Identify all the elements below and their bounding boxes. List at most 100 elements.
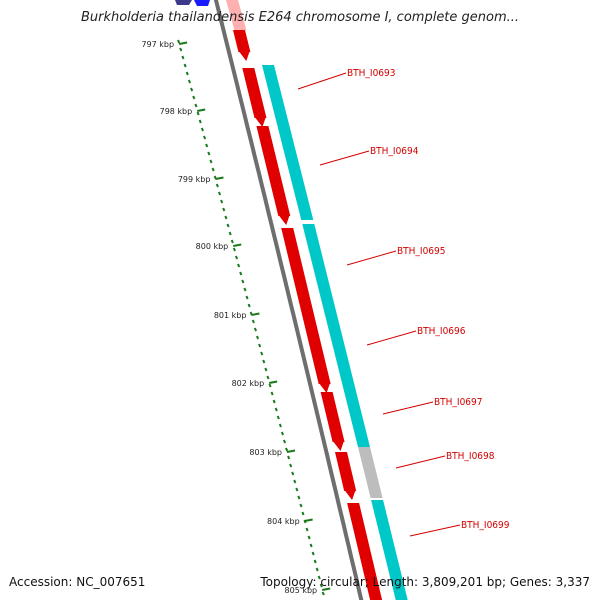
ruler-dot [232, 247, 236, 252]
ruler-label: 799 kbp [178, 175, 211, 184]
ruler-dot [295, 487, 299, 492]
ruler-dot [224, 215, 228, 220]
ruler-dot [268, 383, 272, 388]
ruler-label: 801 kbp [214, 311, 247, 320]
gene-arrow [233, 30, 251, 61]
ruler-dot [309, 543, 313, 548]
ruler-dot [315, 567, 319, 572]
ruler-label: 800 kbp [196, 242, 229, 251]
ruler-dot [247, 303, 251, 308]
ruler-dot [241, 279, 245, 284]
ruler-dot [196, 111, 200, 116]
ruler-dot [307, 535, 311, 540]
gene-label[interactable]: BTH_I0698 [446, 451, 495, 462]
ruler-dot [289, 463, 293, 468]
ruler-dot [190, 87, 194, 92]
genes-layer [226, 0, 408, 600]
ruler-dot [299, 503, 303, 508]
gene-label[interactable]: BTH_I0693 [347, 68, 395, 79]
gene-label[interactable]: BTH_I0694 [370, 146, 419, 157]
ruler-dot [262, 359, 266, 364]
gene-label[interactable]: BTH_I0696 [417, 326, 466, 337]
ruler-dot [264, 367, 268, 372]
ruler-major-tick [286, 449, 296, 453]
gene-arrow [242, 68, 267, 127]
ruler-dot [234, 255, 239, 260]
ruler-dot [194, 103, 198, 108]
gene-arrow [256, 126, 291, 225]
gene-label-leader [366, 330, 417, 346]
ruler-ticks-layer: 797 kbp 798 kbp 799 kbp 800 kbp 801 kbp 802 k… [141, 39, 331, 596]
ruler-label: 802 kbp [232, 379, 265, 388]
partial-feature-pink [226, 0, 247, 30]
ruler-dot [211, 167, 215, 172]
gene-arrow [320, 392, 345, 451]
ruler-dot [220, 199, 224, 204]
ruler-dot [198, 119, 202, 124]
ruler-dot [297, 495, 301, 500]
ruler-major-tick [197, 108, 206, 112]
ruler-major-tick [178, 41, 188, 45]
ruler-dot [207, 151, 211, 156]
ruler-dot [321, 591, 325, 596]
gene-label-leader [319, 150, 370, 166]
ruler-dot [192, 95, 196, 100]
ruler-label: 805 kbp [285, 586, 318, 595]
ruler-dot [266, 375, 270, 380]
ruler-major-tick [304, 518, 313, 522]
ruler-major-tick [233, 243, 242, 247]
ruler-dot [258, 343, 262, 348]
ruler-dot [217, 191, 222, 196]
ruler-dot [251, 319, 255, 324]
cds-bar [262, 65, 314, 220]
ruler-dot [260, 351, 264, 356]
ruler-dot [243, 287, 247, 292]
gene-label[interactable]: BTH_I0699 [461, 520, 510, 531]
ruler-dot [280, 431, 284, 436]
ruler-dot [230, 239, 234, 244]
cds-bar-partial [358, 447, 383, 498]
backbone-line [213, 0, 364, 600]
ruler-major-tick [268, 380, 278, 384]
gene-label-leader [382, 401, 434, 415]
ruler-dot [177, 39, 181, 44]
cds-bar [371, 500, 408, 600]
ruler-major-tick [251, 312, 260, 316]
ruler-dot [313, 559, 317, 564]
page-title: Burkholderia thailandensis E264 chromoso… [80, 10, 520, 25]
ruler-major-tick [215, 176, 224, 180]
ruler-dot [319, 583, 323, 588]
ruler-label: 798 kbp [160, 107, 193, 116]
ruler-label: 803 kbp [249, 448, 282, 457]
partial-feature-navy [175, 0, 192, 5]
accession-text: Accession: NC_007651 [9, 575, 146, 589]
gene-label-leader [297, 72, 347, 90]
ruler-dot [274, 407, 278, 412]
ruler-dot [285, 447, 289, 452]
chromosome-backbone-layer [175, 0, 364, 600]
ruler-dot [181, 55, 185, 60]
ruler-dot [317, 575, 321, 580]
ruler-dot [293, 479, 297, 484]
gene-labels-layer: BTH_I0693 BTH_I0694 BTH_I0695 BTH_I0696 BTH_… [297, 68, 510, 537]
ruler-dot [185, 71, 189, 76]
ruler-dot [228, 231, 232, 236]
gene-arrow [281, 228, 331, 393]
ruler-dot [305, 527, 309, 532]
topology-summary: Topology: circular; Length: 3,809,201 bp… [260, 575, 590, 589]
gene-label[interactable]: BTH_I0697 [434, 397, 482, 408]
gene-arrow [335, 452, 357, 500]
ruler-dot [183, 63, 187, 68]
ruler-dot [253, 327, 257, 332]
ruler-dot [179, 47, 183, 52]
ruler-dot [237, 263, 241, 268]
ruler-dot [187, 79, 191, 84]
ruler-dot [270, 391, 274, 396]
ruler-dot [222, 207, 226, 212]
gene-arrow [347, 503, 383, 600]
ruler-dot [200, 127, 204, 132]
ruler-dot [291, 471, 295, 476]
gene-label[interactable]: BTH_I0695 [397, 246, 445, 257]
